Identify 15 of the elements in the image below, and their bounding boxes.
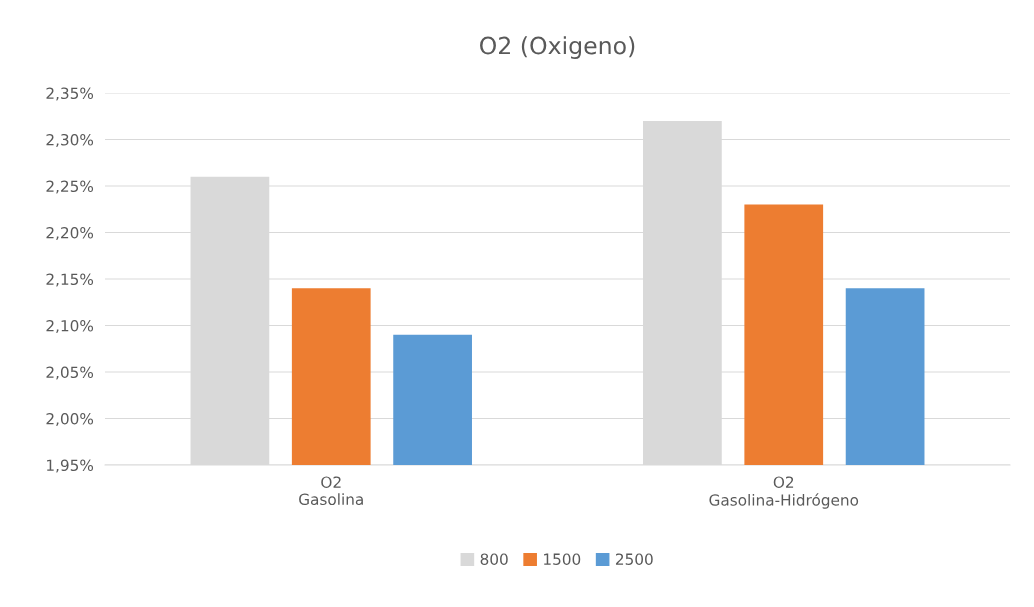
y-tick-label: 2,05% — [46, 366, 94, 380]
y-tick-label: 2,15% — [46, 273, 94, 287]
legend-label: 800 — [480, 553, 508, 565]
y-tick-label: 1,95% — [47, 459, 94, 473]
y-tick-label: 2,25% — [46, 180, 94, 194]
y-tick-label: 2,10% — [46, 319, 94, 334]
y-tick-label: 2,20% — [46, 226, 94, 241]
y-tick-label: 2,35% — [46, 87, 94, 101]
x-tick-label: O2 Gasolina — [299, 476, 363, 506]
y-tick-label: 2,00% — [46, 412, 94, 427]
legend-label: 2500 — [615, 553, 653, 565]
chart-title: O2 (Oxigeno) — [480, 36, 635, 60]
x-tick-label: O2 Gasolina-Hidrógeno — [709, 476, 859, 509]
legend-label: 1500 — [544, 553, 581, 565]
y-tick-label: 2,30% — [46, 133, 94, 148]
